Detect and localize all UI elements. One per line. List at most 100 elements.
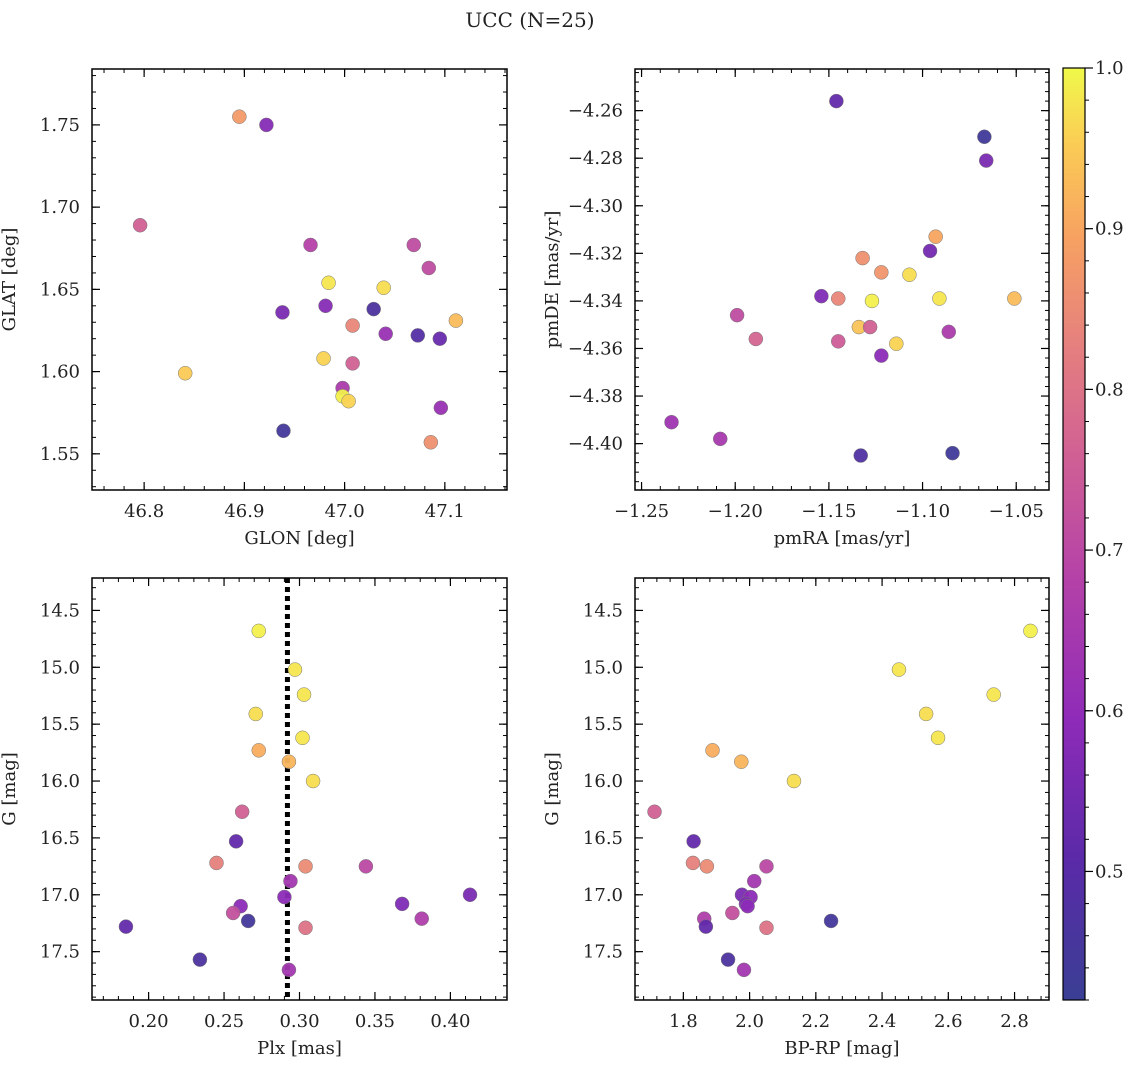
scatter-point [698, 919, 714, 934]
scatter-point [248, 706, 263, 722]
y-tick-label: −4.36 [568, 338, 623, 359]
scatter-point [712, 431, 728, 447]
x-tick-label: 2.2 [802, 1011, 831, 1032]
scatter-point [358, 859, 374, 874]
scatter-point [647, 804, 662, 819]
scatter-point [276, 423, 291, 439]
scatter-point [699, 859, 715, 874]
scatter-point [341, 393, 356, 409]
scatter-point [928, 229, 943, 244]
y-tick-label: 17.5 [40, 942, 80, 963]
y-axis-label: pmDE [mas/yr] [542, 211, 563, 349]
scatter-point [281, 754, 297, 769]
x-tick-label: −1.10 [895, 501, 950, 522]
y-tick-label: −4.40 [568, 434, 623, 455]
scatter-point [228, 834, 244, 849]
scatter-point [862, 319, 878, 335]
y-tick-label: −4.26 [568, 101, 623, 122]
y-tick-label: 14.5 [40, 600, 80, 621]
scatter-point [759, 920, 774, 936]
scatter-point [303, 237, 318, 253]
plot-frame [634, 68, 1050, 491]
y-tick-label: −4.38 [568, 386, 623, 407]
y-tick-label: 1.65 [40, 279, 80, 300]
y-tick-label: 1.60 [40, 362, 80, 383]
scatter-point [814, 288, 829, 304]
scatter-point [853, 448, 868, 463]
scatter-point [410, 328, 426, 343]
x-tick-label: 0.25 [204, 1011, 244, 1032]
plot-frame [634, 577, 1050, 1001]
scatter-point [423, 435, 439, 450]
scatter-point [978, 153, 994, 168]
x-tick-label: 46.9 [224, 501, 264, 522]
y-tick-label: 17.0 [40, 885, 80, 906]
x-tick-label: −1.20 [708, 501, 763, 522]
y-tick-label: −4.34 [568, 291, 623, 312]
x-axis-label: pmRA [mas/yr] [774, 528, 911, 549]
x-tick-label: 0.30 [279, 1011, 319, 1032]
y-tick-label: 16.0 [40, 771, 80, 792]
scatter-point [932, 291, 947, 306]
scatter-point [295, 730, 310, 746]
scatter-point [874, 265, 889, 280]
scatter-point [296, 687, 312, 702]
scatter-point [298, 859, 313, 874]
y-axis-label: GLAT [deg] [0, 228, 20, 332]
y-tick-label: 15.5 [40, 714, 80, 735]
scatter-point [941, 324, 957, 340]
scatter-point [287, 662, 303, 677]
scatter-point [378, 326, 393, 342]
y-tick-label: 14.5 [583, 600, 623, 621]
scatter-point [1023, 623, 1038, 639]
plot-frame [91, 68, 508, 491]
scatter-point [823, 913, 839, 929]
x-tick-label: 2.6 [934, 1011, 963, 1032]
colorbar: 0.5 0.6 0.7 0.8 0.9 1.0 [1062, 58, 1124, 1001]
scatter-point [918, 706, 934, 722]
scatter-point [448, 313, 464, 328]
x-tick-label: 2.4 [868, 1011, 897, 1032]
scatter-point [986, 687, 1001, 702]
y-tick-label: −4.30 [568, 196, 623, 217]
y-tick-label: 15.5 [583, 714, 623, 735]
scatter-point [433, 400, 449, 416]
scatter-point [251, 743, 267, 758]
scatter-point [874, 348, 889, 363]
y-tick-label: 1.55 [40, 444, 80, 465]
scatter-point [240, 913, 256, 929]
scatter-point [664, 414, 679, 430]
y-tick-label: −4.32 [568, 243, 623, 264]
scatter-point [132, 217, 148, 233]
scatter-point [922, 243, 938, 259]
scatter-point [414, 911, 429, 926]
scatter-point [725, 905, 740, 921]
colorbar-tick-label: 0.6 [1095, 701, 1124, 722]
panel-2: −1.25 −1.20 −1.15 −1.10 −1.05 −4.40 −4.38 −4.36… [542, 68, 1050, 549]
scatter-point [462, 887, 478, 903]
scatter-point [736, 962, 752, 978]
scatter-point [118, 919, 134, 934]
scatter-point [945, 445, 960, 461]
y-tick-label: 16.5 [40, 828, 80, 849]
y-tick-label: 17.5 [583, 942, 623, 963]
scatter-point [1007, 291, 1022, 306]
panel-3: 0.20 0.25 0.30 0.35 0.40 14.5 15.0 15.5 16.0 16.5… [0, 577, 508, 1059]
y-tick-label: 17.0 [583, 885, 623, 906]
scatter-point [729, 307, 745, 323]
scatter-point [864, 293, 880, 309]
figure-title: UCC (N=25) [465, 8, 594, 32]
colorbar-tick-label: 0.9 [1095, 219, 1124, 240]
scatter-point [305, 773, 321, 789]
y-axis-label: G [mag] [0, 752, 20, 825]
scatter-point [734, 754, 749, 769]
x-tick-label: 0.40 [430, 1011, 470, 1032]
scatter-point [686, 834, 701, 849]
colorbar-tick-label: 0.8 [1095, 379, 1124, 400]
x-tick-label: 0.35 [355, 1011, 395, 1032]
scatter-point [748, 331, 764, 347]
scatter-point [432, 331, 448, 346]
scatter-point [275, 305, 290, 320]
scatter-point [759, 859, 774, 874]
